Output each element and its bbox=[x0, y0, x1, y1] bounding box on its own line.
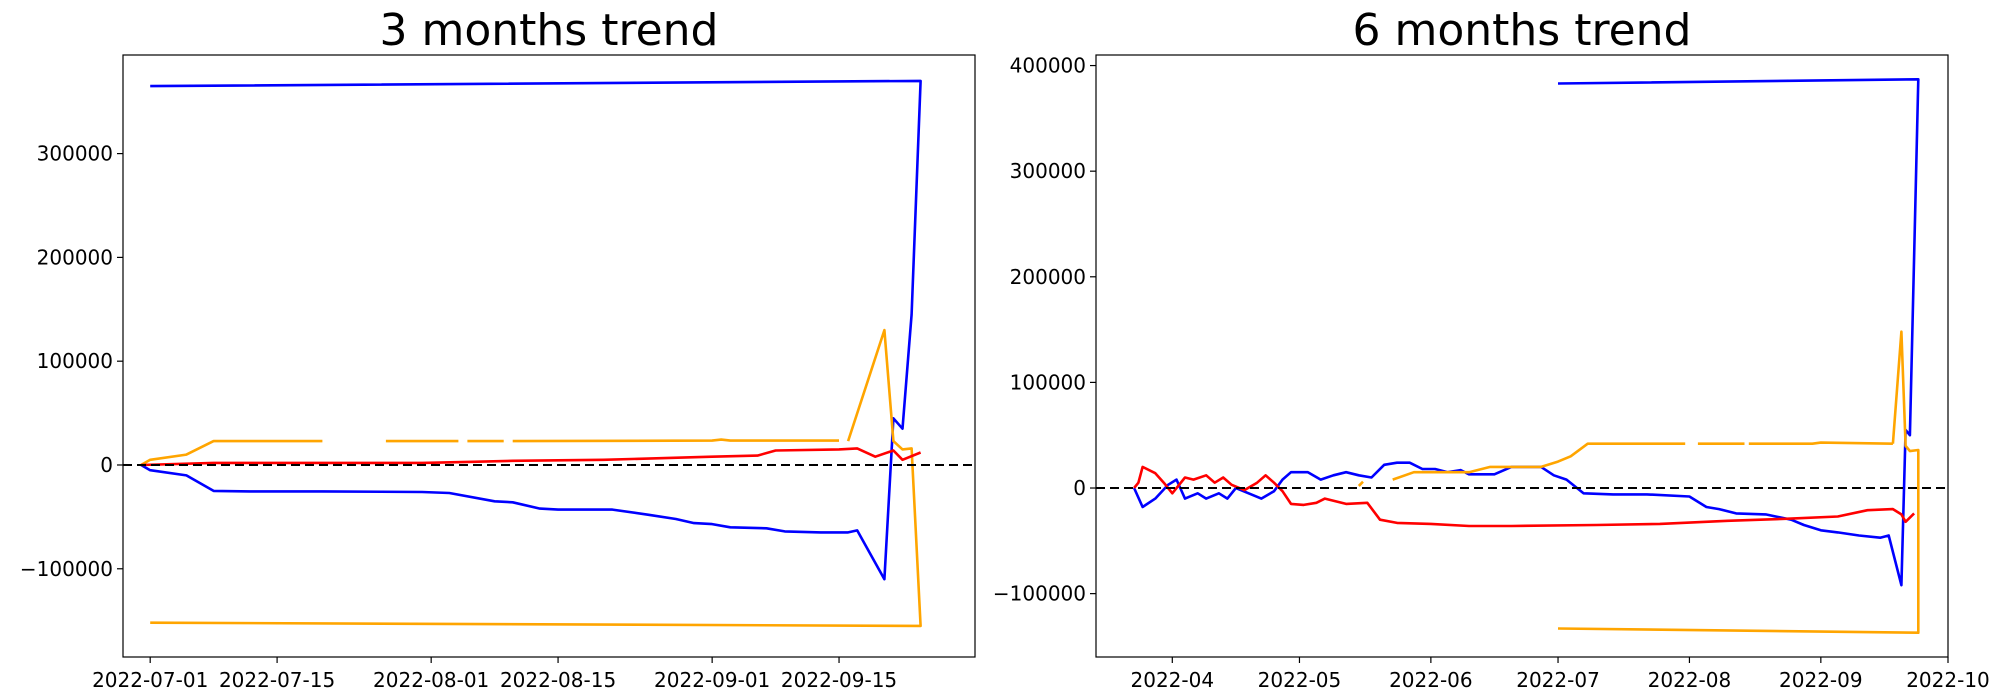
x-tick-label: 2022-04 bbox=[1131, 668, 1215, 692]
x-tick-label: 2022-07 bbox=[1516, 668, 1600, 692]
x-tick-label: 2022-06 bbox=[1389, 668, 1473, 692]
y-tick-label: −100000 bbox=[20, 557, 113, 581]
chart-panel-3-months: 3 months trend 2022-07-01 2022-07-15 2022-… bbox=[20, 5, 976, 692]
series-line-red bbox=[1133, 465, 1916, 528]
x-tick-label: 2022-08-15 bbox=[500, 668, 616, 692]
x-tick-label: 2022-09 bbox=[1779, 668, 1863, 692]
series-line-blue bbox=[140, 79, 922, 581]
x-tick-label: 2022-07-01 bbox=[92, 668, 208, 692]
x-tick-label: 2022-09-15 bbox=[781, 668, 897, 692]
chart-title: 3 months trend bbox=[380, 5, 719, 56]
y-tick-label: 300000 bbox=[1010, 159, 1086, 183]
y-tick-label: 400000 bbox=[1010, 54, 1086, 78]
x-tick-label: 2022-08-01 bbox=[373, 668, 489, 692]
axes-frame bbox=[122, 54, 976, 658]
axes-frame bbox=[1095, 54, 1949, 658]
x-tick-label: 2022-10 bbox=[1906, 668, 1990, 692]
x-tick-label: 2022-09-01 bbox=[654, 668, 770, 692]
y-tick-label: 100000 bbox=[1010, 370, 1086, 394]
chart-title: 6 months trend bbox=[1353, 5, 1692, 56]
y-tick-label: −100000 bbox=[993, 582, 1086, 606]
y-tick-label: 300000 bbox=[37, 142, 113, 166]
y-tick-label: 0 bbox=[1073, 476, 1086, 500]
x-tick-label: 2022-07-15 bbox=[219, 668, 335, 692]
chart-panel-6-months: 6 months trend 2022-04 2022-05 2022-06 2022… bbox=[993, 5, 1990, 692]
series-line-blue bbox=[1132, 78, 1920, 587]
plot-area bbox=[123, 79, 975, 628]
y-tick-label: 0 bbox=[100, 453, 113, 477]
x-tick-label: 2022-08 bbox=[1648, 668, 1732, 692]
series-line-red bbox=[141, 447, 922, 467]
y-tick-label: 200000 bbox=[1010, 265, 1086, 289]
y-tick-label: 100000 bbox=[37, 349, 113, 373]
series-line-orange bbox=[1357, 330, 1920, 634]
y-tick-label: 200000 bbox=[37, 245, 113, 269]
series-line-orange bbox=[140, 328, 922, 628]
plot-area bbox=[1096, 78, 1948, 634]
x-tick-label: 2022-05 bbox=[1258, 668, 1342, 692]
